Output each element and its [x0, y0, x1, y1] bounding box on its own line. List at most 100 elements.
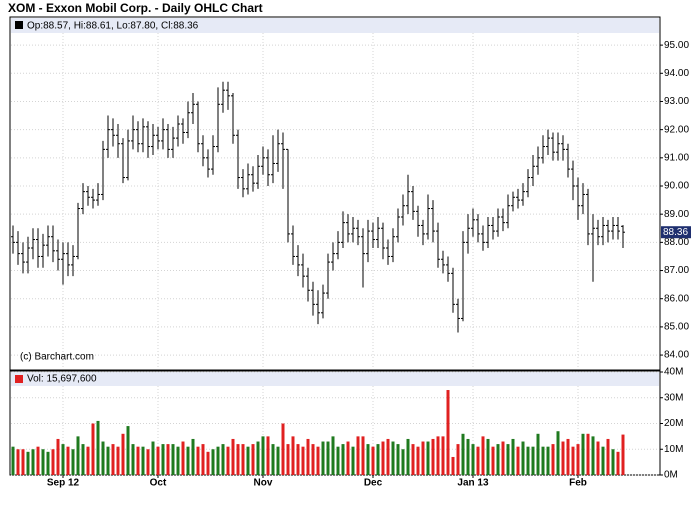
- volume-bar: [71, 449, 75, 475]
- volume-bar: [341, 444, 345, 475]
- y-tick-label: 94.00: [664, 68, 689, 79]
- volume-bar: [56, 438, 60, 475]
- volume-bar: [256, 441, 260, 475]
- volume-bar: [581, 433, 585, 475]
- volume-bar: [171, 444, 175, 475]
- y-tick-label: 89.00: [664, 209, 689, 220]
- volume-bar: [251, 444, 255, 475]
- volume-bar: [141, 446, 145, 475]
- volume-bar: [356, 436, 360, 475]
- y-tick-label: 10M: [664, 444, 683, 455]
- volume-bar: [231, 438, 235, 475]
- volume-bar: [266, 436, 270, 475]
- volume-bar: [506, 444, 510, 475]
- volume-bar: [121, 433, 125, 475]
- volume-bar: [556, 431, 560, 475]
- y-tick-label: 87.00: [664, 265, 689, 276]
- last-price-label: 88.36: [663, 227, 688, 238]
- volume-bar: [386, 438, 390, 475]
- y-tick-label: 20M: [664, 418, 683, 429]
- volume-bar: [571, 446, 575, 475]
- volume-bar: [146, 449, 150, 475]
- volume-bar: [371, 446, 375, 475]
- volume-bar: [281, 423, 285, 475]
- volume-bar: [471, 444, 475, 475]
- volume-bar: [446, 390, 450, 475]
- volume-bar: [466, 438, 470, 475]
- volume-bar: [61, 444, 65, 475]
- volume-bar: [161, 444, 165, 475]
- volume-bar: [116, 446, 120, 475]
- volume-bar: [391, 441, 395, 475]
- volume-bar: [131, 444, 135, 475]
- volume-legend: Vol: 15,697,600: [27, 374, 97, 385]
- y-tick-label: 91.00: [664, 152, 689, 163]
- volume-bar: [316, 446, 320, 475]
- volume-bar: [31, 449, 35, 475]
- y-tick-label: 95.00: [664, 40, 689, 51]
- volume-bar: [246, 446, 250, 475]
- x-tick-label: Sep 12: [47, 478, 80, 489]
- volume-bar: [201, 444, 205, 475]
- volume-bar: [421, 441, 425, 475]
- volume-bar: [301, 446, 305, 475]
- volume-bar: [156, 446, 160, 475]
- y-tick-label: 93.00: [664, 96, 689, 107]
- volume-bar: [616, 451, 620, 475]
- volume-bar: [26, 451, 30, 475]
- volume-bar: [396, 444, 400, 475]
- volume-bar: [11, 446, 15, 475]
- legend-swatch: [15, 21, 23, 29]
- volume-bar: [566, 438, 570, 475]
- volume-bar: [296, 444, 300, 475]
- x-tick-label: Jan 13: [457, 478, 489, 489]
- volume-bar: [221, 444, 225, 475]
- volume-bar: [621, 434, 625, 475]
- volume-bar: [441, 436, 445, 475]
- volume-bar: [136, 446, 140, 475]
- volume-bar: [496, 444, 500, 475]
- volume-bar: [176, 446, 180, 475]
- volume-bar: [326, 441, 330, 475]
- chart-title: XOM - Exxon Mobil Corp. - Daily OHLC Cha…: [8, 1, 263, 15]
- volume-bar: [451, 456, 455, 475]
- volume-bar: [491, 446, 495, 475]
- volume-bar: [501, 441, 505, 475]
- y-tick-label: 88.00: [664, 237, 689, 248]
- y-tick-label: 40M: [664, 367, 683, 378]
- volume-bar: [436, 436, 440, 475]
- volume-bar: [431, 438, 435, 475]
- volume-bar: [331, 436, 335, 475]
- volume-bar: [481, 436, 485, 475]
- volume-bar: [226, 446, 230, 475]
- volume-bar: [21, 449, 25, 475]
- volume-bar: [586, 433, 590, 475]
- volume-legend-row: [11, 372, 659, 386]
- volume-bar: [606, 438, 610, 475]
- volume-bar: [461, 433, 465, 475]
- volume-bar: [476, 446, 480, 475]
- volume-bar: [236, 444, 240, 475]
- volume-bar: [36, 446, 40, 475]
- volume-bar: [486, 438, 490, 475]
- volume-bar: [561, 441, 565, 475]
- volume-bar: [46, 451, 50, 475]
- volume-bar: [376, 444, 380, 475]
- volume-bar: [206, 451, 210, 475]
- x-tick-label: Feb: [569, 478, 587, 489]
- ohlc-legend: Op:88.57, Hi:88.61, Lo:87.80, Cl:88.36: [27, 21, 199, 32]
- volume-bar: [91, 423, 95, 475]
- volume-bar: [276, 446, 280, 475]
- volume-bar: [241, 444, 245, 475]
- volume-bar: [611, 449, 615, 475]
- volume-bar: [416, 446, 420, 475]
- volume-bar: [411, 444, 415, 475]
- legend-row: [11, 18, 659, 33]
- volume-bar: [351, 446, 355, 475]
- volume-bar: [551, 444, 555, 475]
- volume-bar: [96, 420, 100, 475]
- y-tick-label: 30M: [664, 392, 683, 403]
- volume-bar: [546, 446, 550, 475]
